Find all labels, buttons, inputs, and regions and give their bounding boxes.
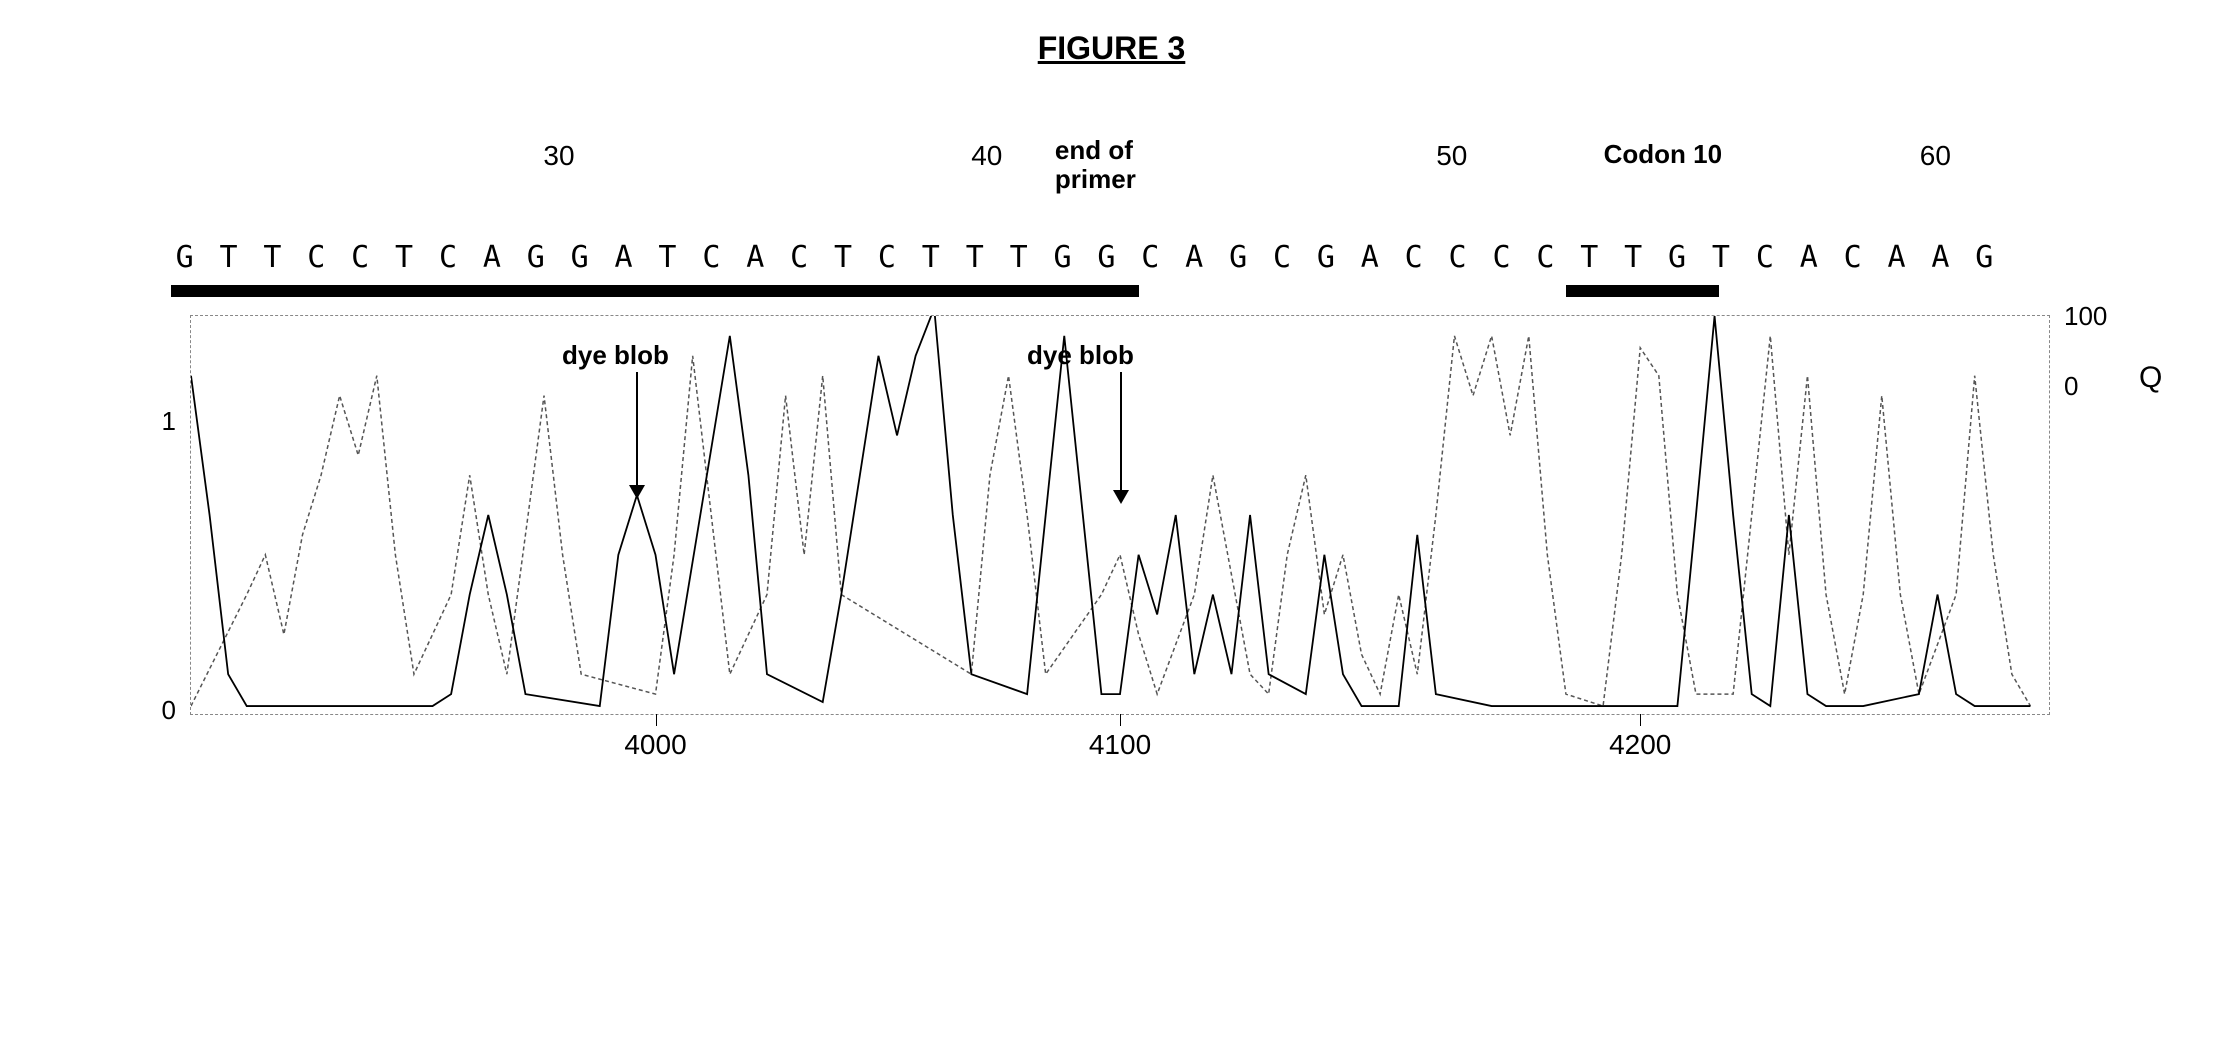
base-call: A — [733, 240, 778, 275]
base-call: C — [1523, 240, 1568, 275]
x-tick-label: 4000 — [624, 714, 686, 761]
position-tick: 50 — [1436, 140, 1467, 172]
figure-title: FIGURE 3 — [1038, 30, 1186, 67]
sequence-underline — [1566, 285, 1719, 297]
base-call: G — [1084, 240, 1129, 275]
base-call: C — [338, 240, 383, 275]
base-call: G — [1303, 240, 1348, 275]
sequence-underline — [171, 285, 1138, 297]
chart-container: 30405060 end ofprimer Codon 10 GTTCCTCAG… — [190, 140, 2050, 840]
y-right-tick-top: 100 — [2049, 301, 2107, 332]
base-call: G — [162, 240, 207, 275]
base-call: G — [1962, 240, 2007, 275]
base-call: C — [1391, 240, 1436, 275]
y-left-tick-bottom: 0 — [162, 695, 191, 726]
trace-solid — [191, 316, 2030, 706]
end-of-primer-label: end ofprimer — [1055, 136, 1136, 193]
base-call: G — [1655, 240, 1700, 275]
position-tick: 30 — [543, 140, 574, 172]
base-call: G — [513, 240, 558, 275]
position-tick: 40 — [971, 140, 1002, 172]
base-call: G — [1216, 240, 1261, 275]
base-call: A — [601, 240, 646, 275]
base-call: A — [1172, 240, 1217, 275]
base-call: T — [645, 240, 690, 275]
base-call: C — [1128, 240, 1173, 275]
trace-dashed — [191, 336, 2030, 706]
base-call: G — [1040, 240, 1085, 275]
base-call: C — [1479, 240, 1524, 275]
base-call: C — [864, 240, 909, 275]
base-call: T — [908, 240, 953, 275]
base-call: T — [821, 240, 866, 275]
base-call: C — [1742, 240, 1787, 275]
dye-blob-arrow-2 — [1120, 372, 1122, 502]
base-call: C — [1435, 240, 1480, 275]
base-call: T — [1698, 240, 1743, 275]
q-axis-label: Q — [2049, 361, 2162, 395]
base-call: A — [1874, 240, 1919, 275]
base-call: T — [382, 240, 427, 275]
base-call: T — [996, 240, 1041, 275]
base-call: C — [294, 240, 339, 275]
codon-10-label: Codon 10 — [1604, 140, 1722, 169]
base-call: T — [206, 240, 251, 275]
base-call: T — [1567, 240, 1612, 275]
dye-blob-label-1: dye blob — [562, 340, 669, 371]
base-call: A — [1918, 240, 1963, 275]
y-left-tick-top: 1 — [162, 406, 191, 437]
dye-blob-arrow-1 — [636, 372, 638, 497]
base-call: C — [689, 240, 734, 275]
base-call: T — [952, 240, 997, 275]
position-tick: 60 — [1920, 140, 1951, 172]
base-call: A — [1347, 240, 1392, 275]
base-call: C — [777, 240, 822, 275]
base-call: T — [1611, 240, 1656, 275]
dye-blob-label-2: dye blob — [1027, 340, 1134, 371]
x-tick-label: 4100 — [1089, 714, 1151, 761]
sequence-row: GTTCCTCAGGATCACTCTTTGGCAGCGACCCCTTGTCACA… — [190, 240, 2050, 280]
base-call: C — [1830, 240, 1875, 275]
base-call: C — [425, 240, 470, 275]
base-call: C — [1260, 240, 1305, 275]
base-call: T — [250, 240, 295, 275]
base-call: A — [469, 240, 514, 275]
base-call: G — [557, 240, 602, 275]
base-call: A — [1786, 240, 1831, 275]
x-tick-label: 4200 — [1609, 714, 1671, 761]
